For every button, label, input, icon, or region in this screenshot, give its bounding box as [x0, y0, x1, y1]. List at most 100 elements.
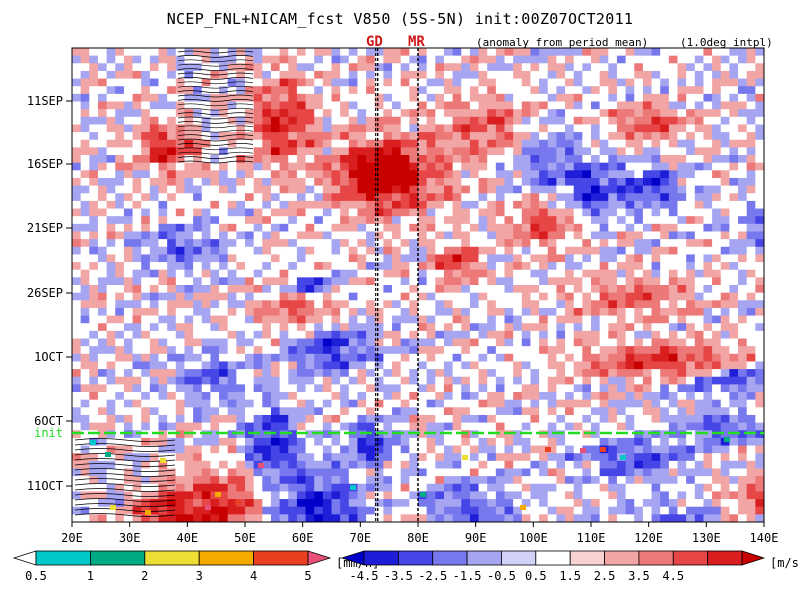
heat-cell — [374, 223, 384, 233]
heat-cell — [452, 231, 462, 240]
heat-cell — [392, 155, 402, 164]
heat-cell — [348, 430, 359, 439]
heat-cell — [599, 223, 609, 233]
heat-cell — [270, 514, 281, 522]
heat-cell — [547, 369, 557, 378]
heat-cell — [616, 246, 627, 256]
heat-cell — [236, 185, 246, 194]
heat-cell — [106, 269, 116, 278]
heat-cell — [513, 223, 523, 233]
heat-cell — [547, 208, 557, 217]
heat-cell — [97, 376, 108, 385]
heat-cell — [668, 208, 679, 217]
heat-cell — [149, 307, 160, 317]
heat-cell — [686, 200, 696, 210]
heat-cell — [115, 216, 125, 225]
heat-cell — [556, 101, 566, 110]
heat-cell — [738, 430, 748, 439]
heat-cell — [469, 292, 480, 301]
heat-cell — [504, 63, 514, 72]
heat-cell — [452, 132, 462, 141]
heat-cell — [227, 392, 237, 401]
heat-cell — [495, 323, 506, 332]
heat-cell — [115, 170, 125, 179]
heat-cell — [634, 330, 644, 340]
heat-cell — [677, 300, 687, 309]
heat-cell — [400, 93, 410, 103]
heat-cell — [245, 407, 255, 416]
heat-cell — [539, 422, 549, 431]
heat-cell — [651, 262, 661, 271]
heat-cell — [660, 254, 670, 263]
heat-cell — [348, 193, 359, 202]
heat-cell — [296, 430, 307, 439]
heat-cell — [392, 93, 402, 103]
heat-cell — [115, 70, 125, 80]
heat-cell — [461, 269, 471, 278]
heat-cell — [219, 353, 229, 363]
heat-cell — [452, 399, 462, 408]
heat-cell — [573, 155, 583, 164]
heat-cell — [599, 369, 609, 378]
heat-cell — [694, 422, 705, 431]
heat-cell — [288, 78, 298, 87]
heat-cell — [132, 200, 142, 210]
heat-cell — [141, 514, 151, 522]
heat-cell — [565, 200, 575, 210]
heat-cell — [331, 132, 341, 141]
heat-cell — [132, 338, 142, 347]
heat-cell — [175, 101, 186, 110]
heat-cell — [746, 116, 756, 126]
heat-cell — [651, 476, 661, 485]
heat-cell — [729, 392, 739, 401]
heat-cell — [625, 170, 635, 179]
heat-cell — [123, 483, 134, 493]
heat-cell — [262, 437, 272, 447]
heat-cell — [755, 392, 764, 401]
heat-cell — [746, 147, 756, 156]
heat-cell — [227, 353, 237, 363]
heat-cell — [469, 315, 480, 324]
heat-cell — [89, 300, 99, 309]
heat-cell — [452, 208, 462, 217]
heat-cell — [357, 70, 367, 80]
heat-cell — [625, 353, 635, 363]
heat-cell — [97, 223, 108, 233]
heat-cell — [236, 93, 246, 103]
heat-cell — [253, 216, 263, 225]
heat-cell — [158, 254, 168, 263]
heat-cell — [660, 453, 670, 462]
heat-cell — [755, 330, 764, 340]
heat-cell — [279, 116, 289, 126]
heat-cell — [435, 139, 445, 148]
heat-cell — [686, 330, 696, 340]
heat-cell — [738, 384, 748, 393]
heat-cell — [270, 139, 281, 148]
heat-cell — [322, 323, 333, 332]
heat-cell — [288, 476, 298, 485]
heat-cell — [400, 162, 410, 171]
heat-cell — [80, 200, 90, 210]
heat-cell — [236, 514, 246, 522]
heat-cell — [418, 277, 428, 286]
heat-cell — [357, 453, 367, 462]
heat-cell — [582, 262, 592, 271]
heat-cell — [106, 262, 116, 271]
heat-cell — [452, 346, 462, 355]
heat-cell — [487, 185, 497, 194]
heat-cell — [400, 460, 410, 470]
heat-cell — [738, 78, 748, 87]
heat-cell — [625, 208, 635, 217]
heat-cell — [279, 414, 289, 424]
heat-cell — [461, 361, 471, 370]
heat-cell — [703, 208, 713, 217]
heat-cell — [435, 124, 445, 133]
heat-cell — [616, 407, 627, 416]
heat-cell — [504, 330, 514, 340]
heat-cell — [591, 361, 601, 370]
heat-cell — [625, 376, 635, 385]
heat-cell — [253, 514, 263, 522]
heat-cell — [443, 399, 454, 408]
heat-cell — [219, 499, 229, 508]
heat-cell — [443, 239, 454, 248]
